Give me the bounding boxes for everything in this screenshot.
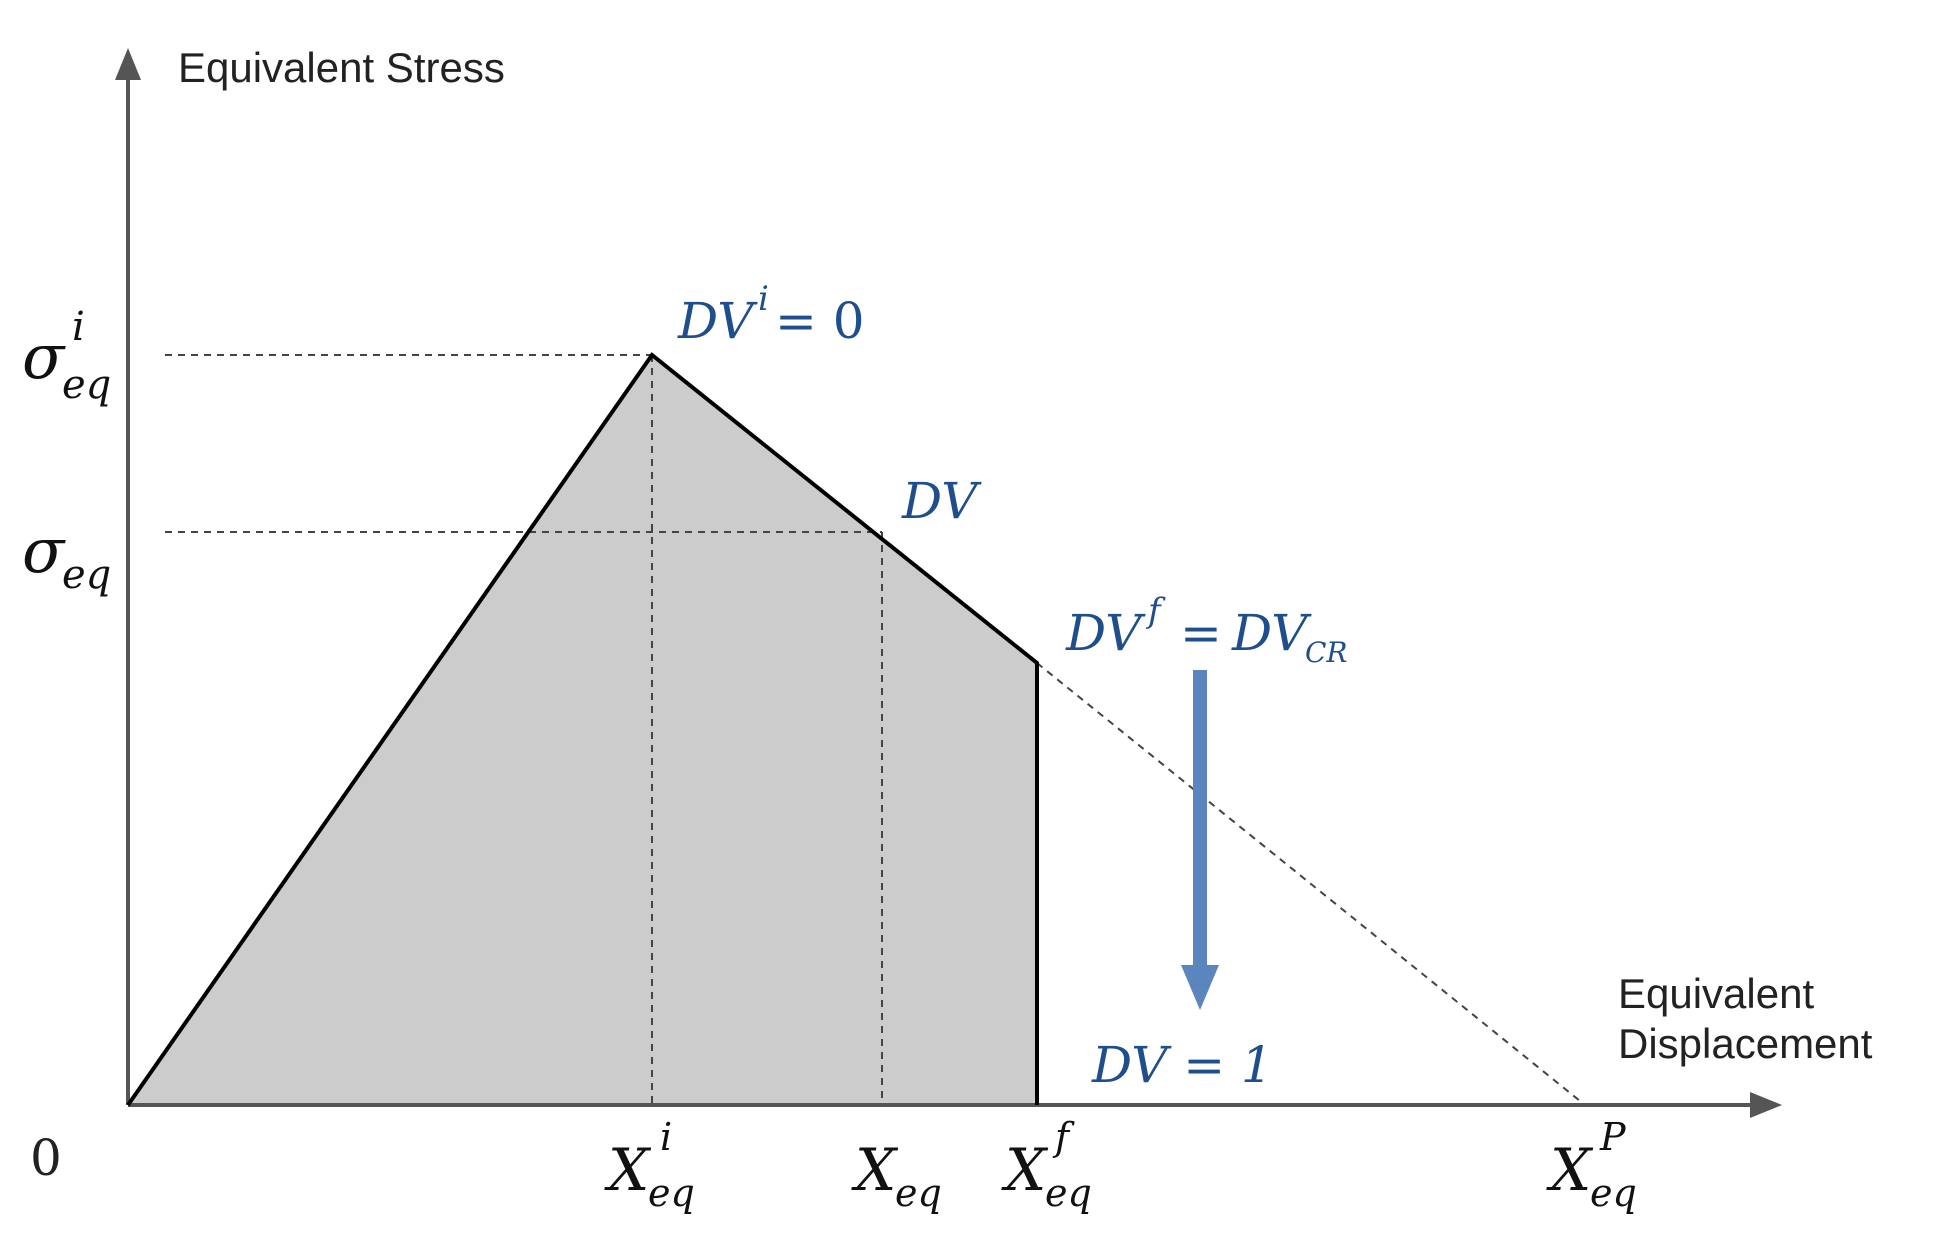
axes xyxy=(126,75,1755,1107)
x-eq-f-label: X f eq xyxy=(1001,1115,1092,1215)
softening-extension xyxy=(1036,662,1586,1106)
sigma-eq-label: σ eq xyxy=(22,514,111,598)
origin-label: 0 xyxy=(30,1129,62,1187)
y-axis-label: Equivalent Stress xyxy=(178,44,505,91)
sigma-eq-i-symbol: σ xyxy=(22,320,66,393)
sigma-eq-i-superscript: i xyxy=(72,304,85,350)
x-eq-p-label: X P eq xyxy=(1546,1115,1637,1215)
x-eq-p-symbol: X xyxy=(1546,1136,1594,1204)
dv-initial-symbol: DV xyxy=(677,292,758,350)
x-eq-symbol: X xyxy=(851,1136,899,1204)
y-axis-arrowhead xyxy=(115,48,141,80)
dv-initial-label: DV i = 0 xyxy=(677,279,865,350)
dv-final-label: DV f = DV CR xyxy=(1065,591,1348,669)
sigma-eq-symbol: σ xyxy=(22,514,66,587)
dv-current-label: DV xyxy=(901,472,982,530)
sigma-eq-i-subscript: eq xyxy=(62,362,111,408)
sigma-eq-i-label: σ i eq xyxy=(22,304,111,408)
x-eq-label: X eq xyxy=(851,1136,942,1215)
x-axis-label-line1: Equivalent xyxy=(1618,970,1814,1017)
dv-cr-subscript: CR xyxy=(1305,636,1348,669)
damage-arrow xyxy=(1181,670,1219,1010)
dv-one-label: DV = 1 xyxy=(1091,1036,1273,1094)
x-axis-label-line2: Displacement xyxy=(1618,1020,1873,1067)
x-eq-i-symbol: X xyxy=(604,1136,652,1204)
dissipated-energy-area xyxy=(128,355,1037,1105)
x-eq-subscript: eq xyxy=(895,1171,942,1215)
dv-cr-symbol: DV xyxy=(1231,604,1312,662)
guide-lines xyxy=(165,354,1586,1106)
x-eq-p-superscript: P xyxy=(1599,1115,1627,1159)
dv-initial-superscript: i xyxy=(758,279,769,319)
x-eq-i-label: X i eq xyxy=(604,1115,695,1215)
x-eq-f-subscript: eq xyxy=(1045,1171,1092,1215)
x-axis-label: Equivalent Displacement xyxy=(1618,970,1873,1067)
x-eq-p-subscript: eq xyxy=(1590,1171,1637,1215)
dv-initial-value: = 0 xyxy=(775,292,865,350)
damage-arrow-shaft xyxy=(1193,670,1207,970)
x-eq-f-superscript: f xyxy=(1052,1115,1075,1159)
x-eq-i-superscript: i xyxy=(660,1115,672,1159)
damage-arrow-head xyxy=(1181,965,1219,1010)
x-eq-i-subscript: eq xyxy=(648,1171,695,1215)
dv-final-superscript: f xyxy=(1145,591,1166,631)
dv-final-symbol: DV xyxy=(1065,604,1146,662)
sigma-eq-subscript: eq xyxy=(62,552,111,598)
x-axis-arrowhead xyxy=(1750,1092,1782,1118)
x-eq-f-symbol: X xyxy=(1001,1136,1049,1204)
dv-final-equals: = xyxy=(1180,604,1222,662)
stress-displacement-curve xyxy=(126,352,1039,1107)
